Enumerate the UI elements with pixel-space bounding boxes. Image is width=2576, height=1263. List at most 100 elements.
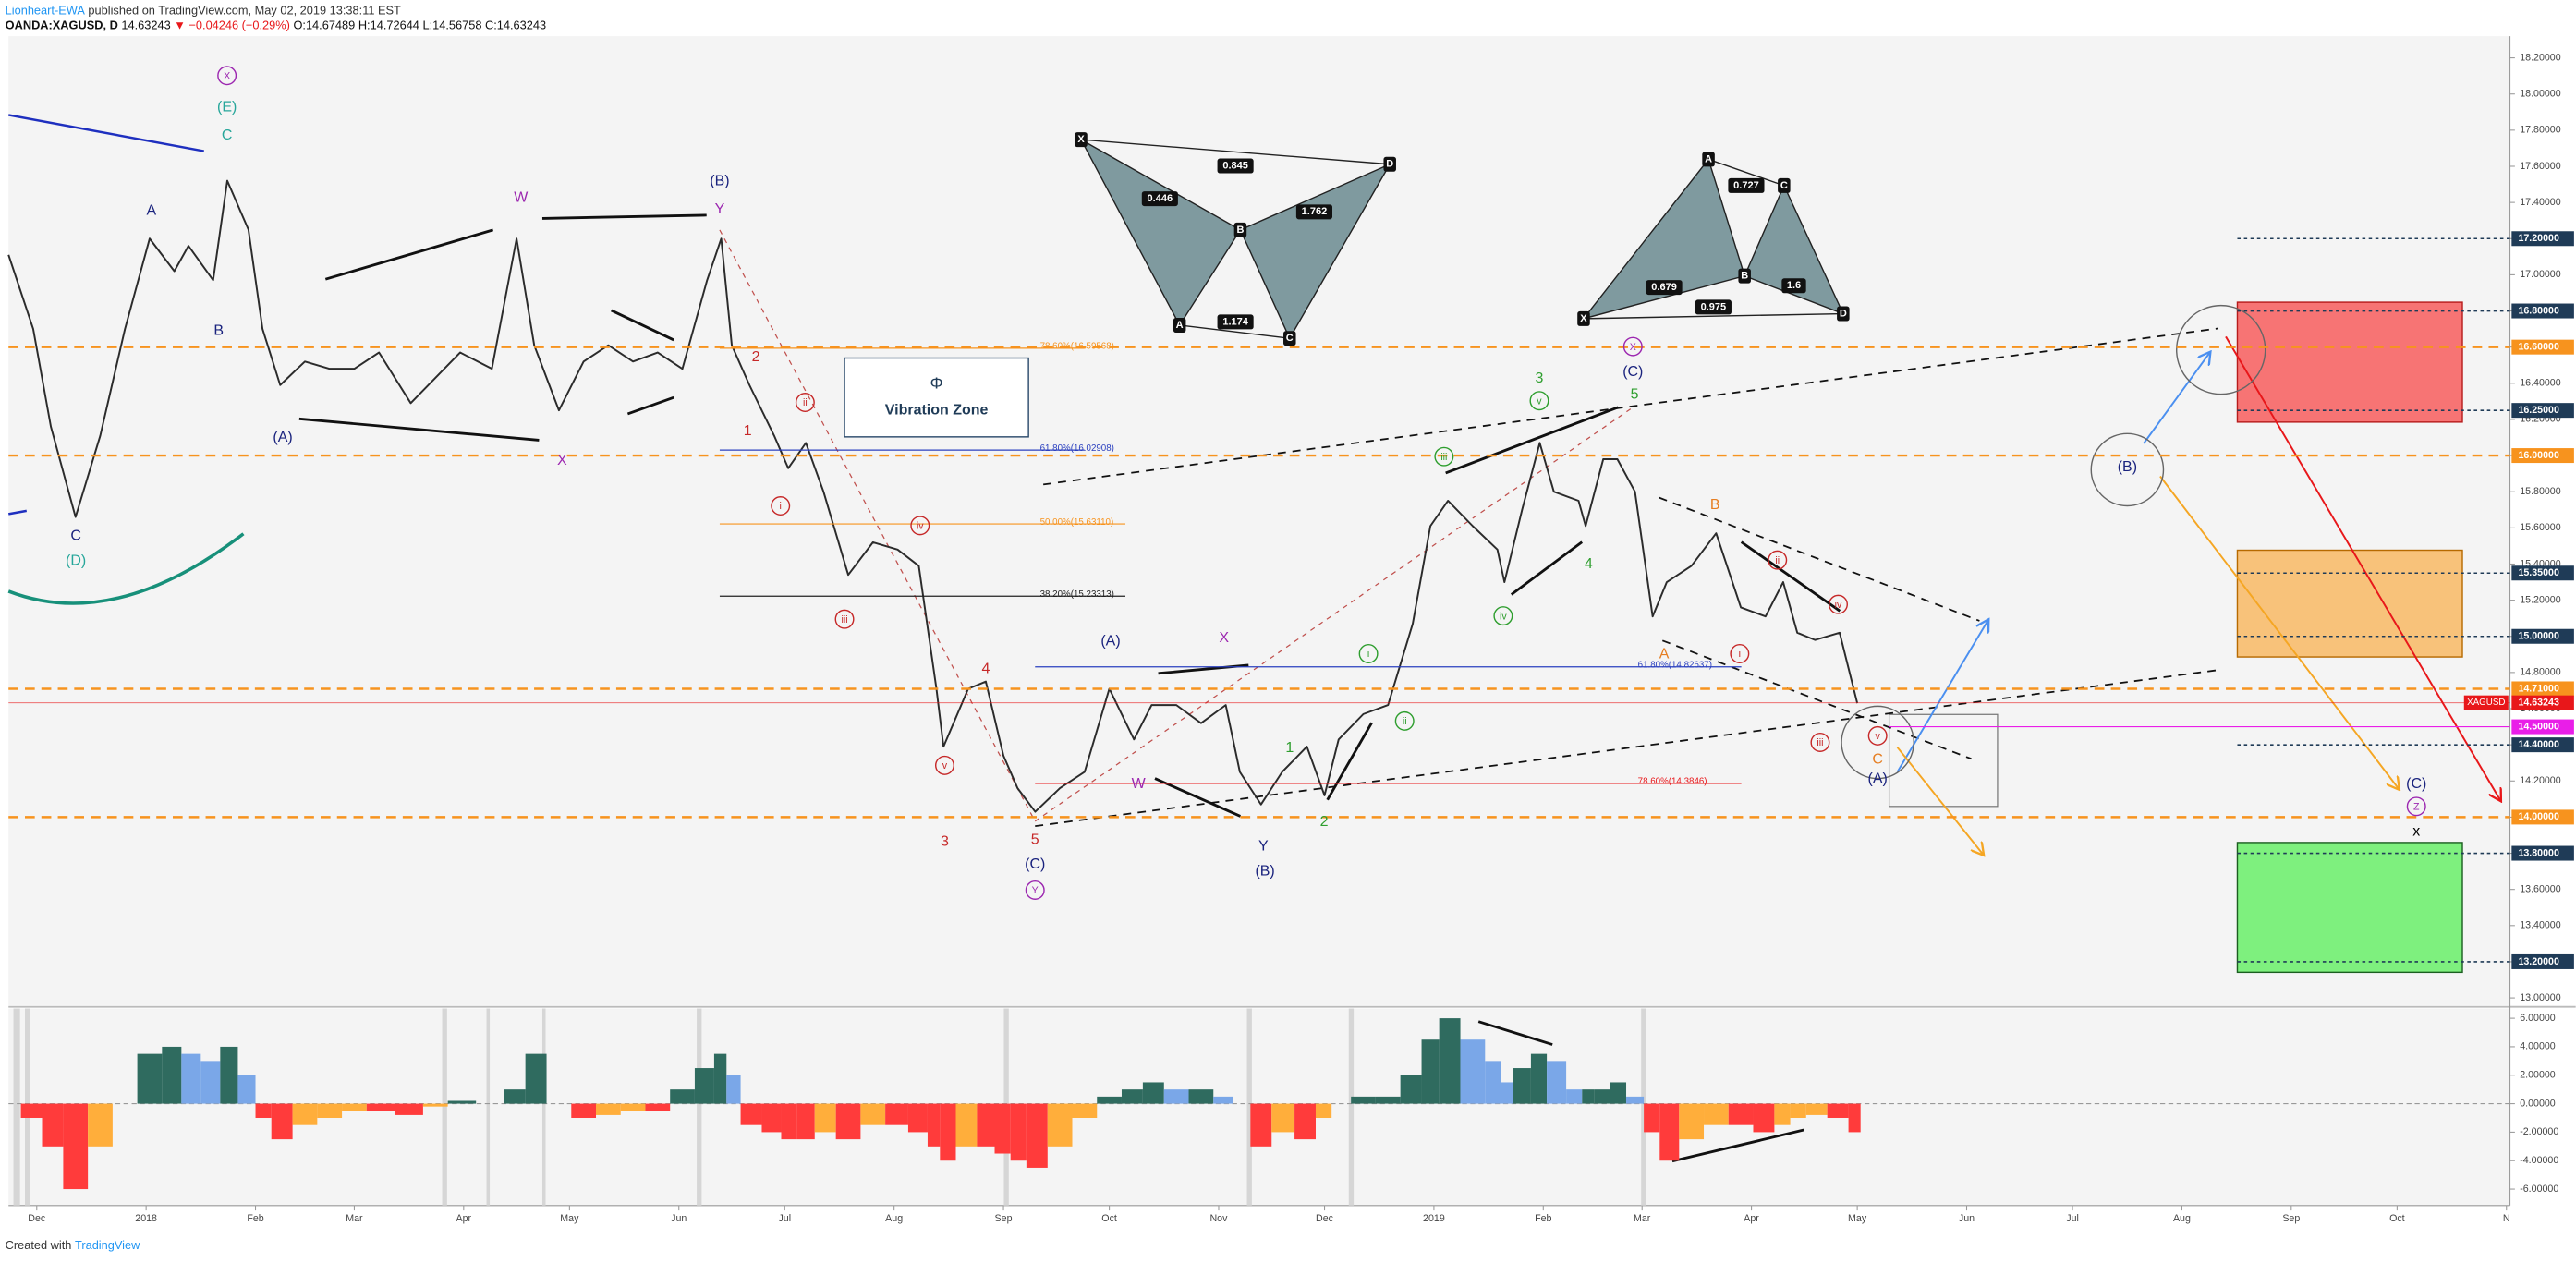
wave-label: A [147,203,157,219]
last-price: 14.63243 [121,18,170,32]
wave-label: W [1132,776,1147,792]
wave-label: i [780,501,782,512]
harmonic-line [1583,312,1843,320]
wave-label: 1 [1285,740,1294,756]
y-tick-label: 17.60000 [2520,161,2561,172]
label-box [1141,191,1178,207]
y-tick-label: 14.20000 [2520,775,2561,786]
oscillator-bar [525,1053,547,1104]
oscillator-bar [422,1103,448,1107]
wave-label: X [557,453,567,468]
oscillator-bar [994,1103,1011,1154]
wave-label: iv [1835,600,1842,611]
wave-label: Y [1258,839,1269,855]
channel-line [1659,496,1980,622]
target-box-green [2236,842,2463,974]
label-box [1646,280,1683,296]
wave-circle [1394,710,1415,731]
oscillator-bar [1753,1103,1775,1133]
harmonic-triangle [1239,163,1391,340]
label-box [1217,158,1254,174]
projection-arrows [1841,304,2500,855]
price-label-box [2511,695,2574,710]
x-tick-label: Sep [995,1213,1013,1224]
wave-label: X [224,70,230,81]
wave-label: B [1710,497,1720,513]
harmonic-triangle [1582,157,1746,321]
harmonic-line [1707,158,1785,187]
oscillator-bar [1644,1103,1660,1133]
label-box [1728,177,1765,193]
author[interactable]: Lionheart-EWA [6,4,86,18]
wave-circle [934,755,954,775]
oscillator-bar [761,1103,782,1133]
wave-circle [1025,880,1045,900]
oscillator-bar [670,1089,695,1104]
channel-lines [1035,327,2218,828]
oscillator-bar [1774,1103,1791,1125]
x-tick-label: Apr [456,1213,472,1224]
oscillator-bar [1485,1061,1501,1104]
fib-label: 61.80%(14.82637) [1638,661,1712,671]
arrow [2143,353,2209,444]
y-tick-label: 17.40000 [2520,197,2561,208]
oscillator-bar [1439,1018,1461,1104]
oscillator-bar [1097,1096,1122,1104]
oscillator-bar [1626,1096,1645,1104]
footer-text: Created with [6,1239,72,1253]
wave-label: ii [1775,555,1780,566]
y-tick-label: 18.00000 [2520,89,2561,100]
wave-label: (A) [273,430,292,445]
x-tick-label: Jul [778,1213,791,1224]
price-label-box [2511,403,2574,419]
oscillator-bar [366,1103,395,1111]
wave-label: C [70,528,81,544]
oscillator-bar [835,1103,861,1140]
y-tick-label: 16.20000 [2520,414,2561,425]
price-label-box [2511,953,2574,969]
wave-label: (A) [1100,633,1120,649]
harmonic-line [1080,139,1391,165]
harmonic-label: A [1176,320,1184,331]
oscillator-bar [317,1103,343,1118]
target-circle [2175,304,2266,395]
label-box [1075,132,1088,148]
oscillator-bar [796,1103,815,1140]
band [486,1008,491,1206]
price-label: 13.80000 [2518,847,2559,858]
oscillator-bar [1728,1103,1754,1125]
arrow [1896,747,1983,855]
y-tick-label: 13.40000 [2520,920,2561,931]
oscillator-bar [860,1103,886,1125]
y-tick-label: 16.40000 [2520,378,2561,389]
wave-label: v [942,760,948,771]
price-line [7,179,1859,813]
price-label-box [2511,565,2574,581]
harmonic-label: 1.762 [1302,206,1328,217]
wave-connector [1034,407,1634,822]
trend-line [1740,540,1841,613]
price-label: 14.63243 [2518,697,2559,708]
oscillator-bar [620,1103,646,1111]
y-tick-label: 15.20000 [2520,594,2561,605]
oscillator-bar [1805,1103,1828,1115]
oscillator-bar [1582,1089,1595,1104]
oscillator-bar [20,1103,43,1118]
price-label-box [2511,845,2574,861]
price-label: 15.35000 [2518,567,2559,578]
channel-line [1035,669,2218,828]
oscillator-bar [907,1103,928,1133]
price-label: 13.20000 [2518,956,2559,967]
wave-label: 4 [981,662,990,677]
trend-line [1445,406,1619,475]
footer-brand[interactable]: TradingView [75,1239,140,1253]
oscillator-bar [571,1103,597,1118]
x-tick-label: Jun [671,1213,687,1224]
y-tick-label: 17.80000 [2520,125,2561,136]
oscillator-bar [596,1103,621,1115]
oscillator-bar [1594,1089,1610,1104]
wave-label: (C) [1622,364,1643,380]
price-label-box [2511,809,2574,825]
header-line-2: OANDA:XAGUSD, D 14.63243 ▼ −0.04246 (−0.… [6,18,546,32]
price-label: 16.80000 [2518,305,2559,316]
